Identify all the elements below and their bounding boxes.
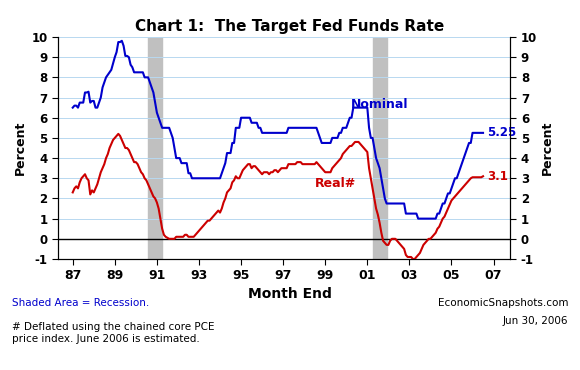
Text: Chart 1:  The Target Fed Funds Rate: Chart 1: The Target Fed Funds Rate (135, 18, 445, 34)
Y-axis label: Percent: Percent (14, 121, 27, 175)
Text: # Deflated using the chained core PCE
price index. June 2006 is estimated.: # Deflated using the chained core PCE pr… (12, 322, 214, 343)
Text: Nominal: Nominal (350, 98, 408, 111)
Text: Jun 30, 2006: Jun 30, 2006 (503, 316, 568, 326)
Bar (148, 37, 162, 259)
Y-axis label: Percent: Percent (541, 121, 554, 175)
Text: EconomicSnapshots.com: EconomicSnapshots.com (438, 298, 568, 308)
Text: Shaded Area = Recession.: Shaded Area = Recession. (12, 298, 149, 308)
Text: 5.25: 5.25 (487, 127, 517, 139)
Text: 3.1: 3.1 (487, 170, 508, 183)
Text: Real#: Real# (315, 177, 356, 190)
Bar (372, 37, 387, 259)
Text: Month End: Month End (248, 287, 332, 301)
